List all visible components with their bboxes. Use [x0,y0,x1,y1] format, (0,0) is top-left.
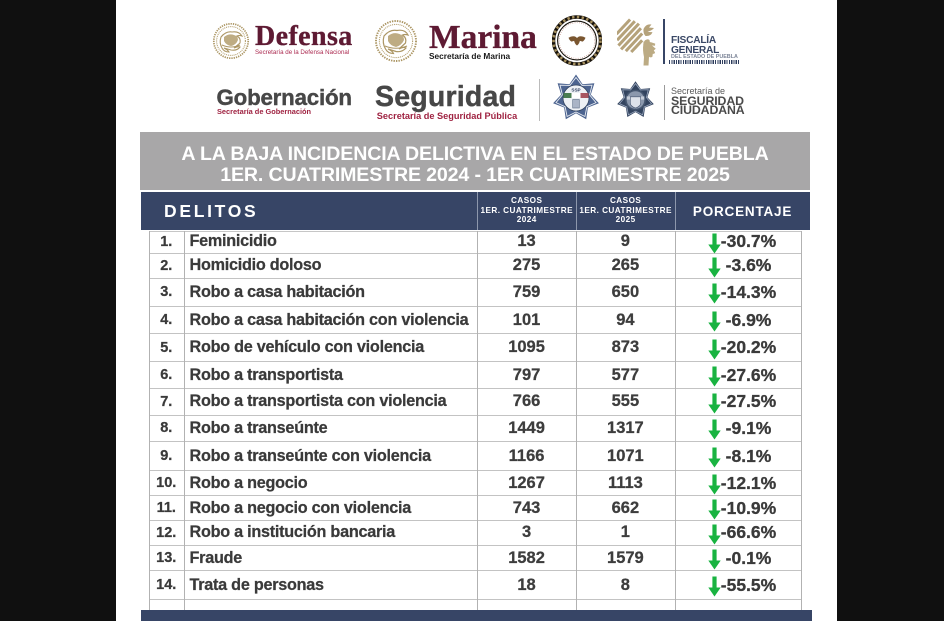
svg-text:SSP: SSP [571,88,580,93]
